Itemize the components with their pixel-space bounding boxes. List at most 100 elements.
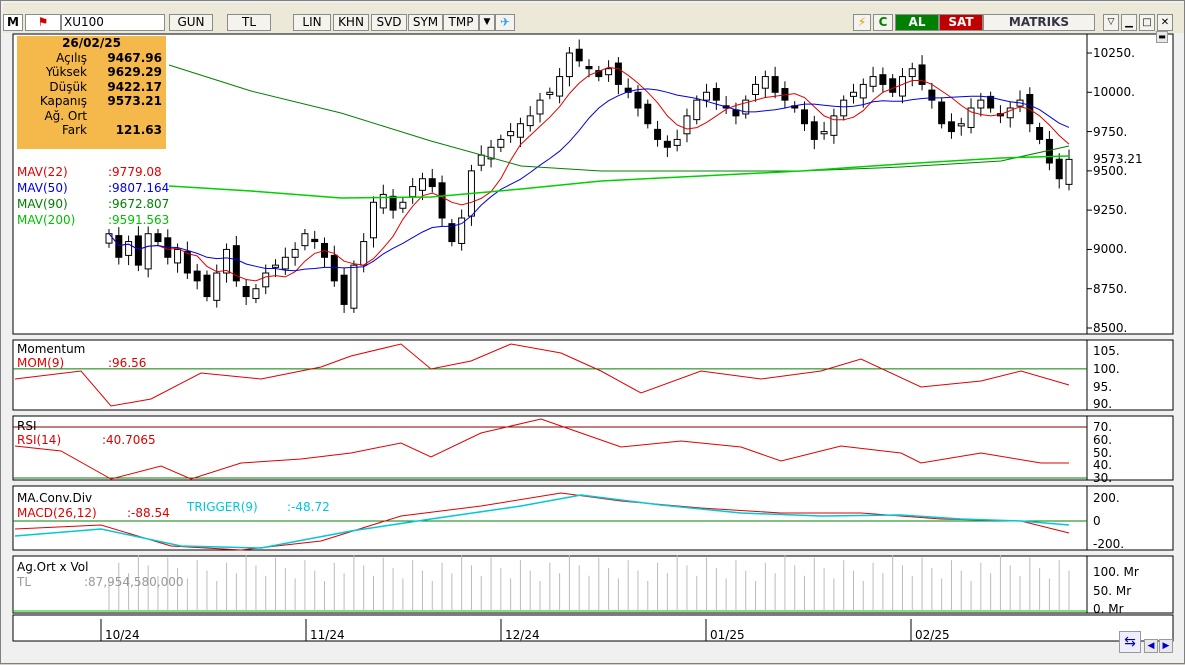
- rsi-title: RSI: [17, 419, 37, 433]
- mav-label: MAV(200): [17, 213, 76, 227]
- momentum-tick: 90.: [1093, 397, 1113, 412]
- mav50-line: [108, 88, 1070, 272]
- panel-minimize-icon[interactable]: ▬: [1156, 31, 1168, 43]
- momentum-title: Momentum: [17, 342, 86, 356]
- svd-button[interactable]: SVD: [371, 14, 407, 31]
- candle-body: [898, 76, 906, 97]
- candle-body: [673, 138, 681, 146]
- mav90-line: [168, 64, 1070, 172]
- candle-body: [820, 131, 828, 135]
- candle-body: [742, 99, 750, 115]
- scale-button[interactable]: LIN: [293, 14, 331, 31]
- close-icon[interactable]: ✕: [1157, 14, 1173, 31]
- scroll-right-icon[interactable]: ▶: [1159, 639, 1173, 653]
- candle-body: [507, 131, 515, 137]
- minimize-icon[interactable]: ▁: [1121, 14, 1137, 31]
- candle-body: [614, 62, 622, 85]
- currency-button[interactable]: TL: [227, 14, 271, 31]
- scroll-left-icon[interactable]: ◀: [1144, 639, 1158, 653]
- candle-body: [183, 250, 191, 274]
- price-panel: [12, 33, 1174, 335]
- buy-button[interactable]: AL: [895, 14, 939, 31]
- candle-body: [703, 91, 711, 101]
- trigger-label: TRIGGER(9): [187, 500, 258, 514]
- candle-body: [438, 182, 446, 219]
- macd-line: [14, 492, 1070, 551]
- candle-body: [379, 193, 387, 209]
- candle-body: [154, 233, 162, 243]
- candle-body: [1055, 158, 1063, 180]
- macd-tick: -200.: [1093, 537, 1125, 551]
- candle-body: [967, 107, 975, 128]
- candle-body: [516, 123, 524, 138]
- trigger-value: :-48.72: [287, 500, 330, 514]
- khn-button[interactable]: KHN: [333, 14, 369, 31]
- candle-body: [859, 83, 867, 99]
- info-row: Fark 121.63: [17, 123, 166, 138]
- candle-body: [213, 272, 221, 301]
- mav-label: MAV(90): [17, 197, 68, 211]
- candle-body: [350, 264, 358, 309]
- candle-body: [928, 89, 936, 101]
- price-tick-label: 9750.: [1093, 124, 1128, 139]
- mav-value: :9672.807: [108, 197, 170, 211]
- symbol-field[interactable]: XU100: [61, 14, 165, 31]
- rsi-tick: 30.: [1093, 471, 1113, 485]
- sell-button[interactable]: SAT: [939, 14, 983, 31]
- candle-body: [546, 91, 554, 95]
- chevron-down-icon[interactable]: ▼: [479, 14, 495, 31]
- maximize-icon[interactable]: □: [1139, 14, 1155, 31]
- macd-title: MA.Conv.Div: [17, 491, 93, 505]
- date-label: 12/24: [505, 628, 540, 642]
- momentum-label: MOM(9): [17, 356, 65, 370]
- volume-title: Ag.Ort x Vol: [17, 560, 89, 574]
- candle-body: [418, 178, 426, 191]
- rsi-value: :40.7065: [102, 433, 156, 447]
- price-tick-label: 10000.: [1093, 85, 1135, 100]
- info-label: Kapanış: [39, 94, 87, 108]
- tmp-button[interactable]: TMP: [443, 14, 479, 31]
- candle-body: [693, 99, 701, 121]
- candle-body: [683, 115, 691, 135]
- candle-body: [174, 248, 182, 264]
- candle-body: [526, 115, 534, 127]
- candle-body: [360, 241, 368, 266]
- period-button[interactable]: GUN: [169, 14, 213, 31]
- info-row: Açılış 9467.96: [17, 51, 166, 66]
- matriks-logo-button[interactable]: M: [3, 14, 23, 31]
- candle-body: [771, 76, 779, 93]
- candle-body: [849, 91, 857, 97]
- candle-body: [918, 64, 926, 85]
- macd-tick: 200.: [1093, 491, 1120, 505]
- candle-body: [252, 288, 260, 299]
- dropdown-icon[interactable]: ▽: [1103, 14, 1119, 31]
- lightning-icon[interactable]: ⚡: [853, 14, 871, 31]
- refresh-icon[interactable]: C: [873, 14, 893, 31]
- candle-body: [987, 95, 995, 109]
- volume-tick: 100. Mr: [1093, 565, 1139, 579]
- candle-body: [761, 76, 769, 89]
- candle-body: [262, 272, 270, 288]
- info-value: 9573.21: [107, 94, 162, 108]
- price-tick-label: 8750.: [1093, 281, 1128, 296]
- mav-value: :9807.164: [108, 181, 170, 195]
- candle-body: [477, 154, 485, 166]
- candle-body: [125, 241, 133, 256]
- sync-icon[interactable]: ⇆: [1119, 631, 1141, 653]
- macd-tick: 0: [1093, 514, 1101, 528]
- candle-body: [281, 256, 289, 270]
- trigger-line: [14, 494, 1070, 549]
- sym-button[interactable]: SYM: [408, 14, 443, 31]
- candle-body: [409, 186, 417, 198]
- candle-body: [585, 66, 593, 70]
- date-label: 02/25: [915, 628, 950, 642]
- candle-body: [947, 121, 955, 133]
- candle-body: [223, 248, 231, 274]
- date-label: 11/24: [310, 628, 345, 642]
- price-tick-label: 9250.: [1093, 203, 1128, 218]
- twitter-icon[interactable]: ✈: [495, 14, 515, 31]
- candle-body: [1006, 107, 1014, 119]
- candle-body: [340, 274, 348, 305]
- info-row: Kapanış 9573.21: [17, 94, 166, 109]
